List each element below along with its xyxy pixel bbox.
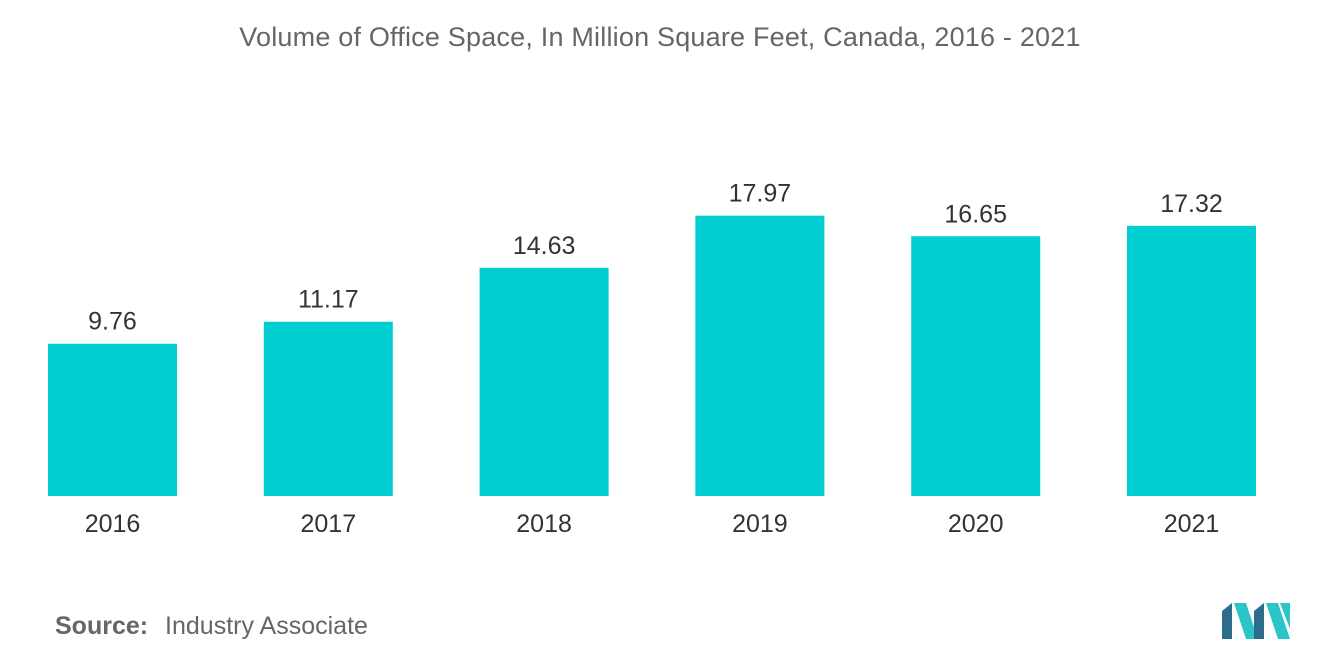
bar-2016 [48, 343, 177, 496]
x-tick-label-2019: 2019 [732, 510, 788, 538]
x-tick-label-2016: 2016 [85, 510, 141, 538]
bars-group [48, 215, 1256, 497]
bar-2018 [479, 267, 609, 496]
source-label: Source: [55, 612, 149, 640]
bar-2021 [1127, 225, 1256, 497]
value-labels-group: 9.76 11.17 14.63 17.97 16.65 17.32 [88, 180, 1223, 336]
x-axis-tick-labels: 2016 2017 2018 2019 2020 2021 [85, 510, 1220, 538]
bar-value-label-2020: 16.65 [944, 200, 1007, 228]
bar-value-label-2018: 14.63 [513, 232, 576, 260]
bar-value-label-2016: 9.76 [88, 308, 137, 336]
brand-logo-icon [1222, 603, 1290, 639]
bar-value-label-2019: 17.97 [729, 180, 792, 208]
x-tick-label-2017: 2017 [300, 510, 356, 538]
bar-value-label-2021: 17.32 [1160, 190, 1223, 218]
bar-value-label-2017: 11.17 [298, 286, 359, 314]
bar-2020 [911, 236, 1041, 496]
bar-2017 [263, 321, 393, 496]
bar-2019 [695, 215, 825, 496]
source-note: Source: Industry Associate [55, 612, 368, 641]
chart-title: Volume of Office Space, In Million Squar… [239, 22, 1081, 52]
x-tick-label-2021: 2021 [1164, 510, 1220, 538]
x-tick-label-2018: 2018 [516, 510, 572, 538]
source-text: Industry Associate [165, 612, 368, 640]
x-tick-label-2020: 2020 [948, 510, 1004, 538]
